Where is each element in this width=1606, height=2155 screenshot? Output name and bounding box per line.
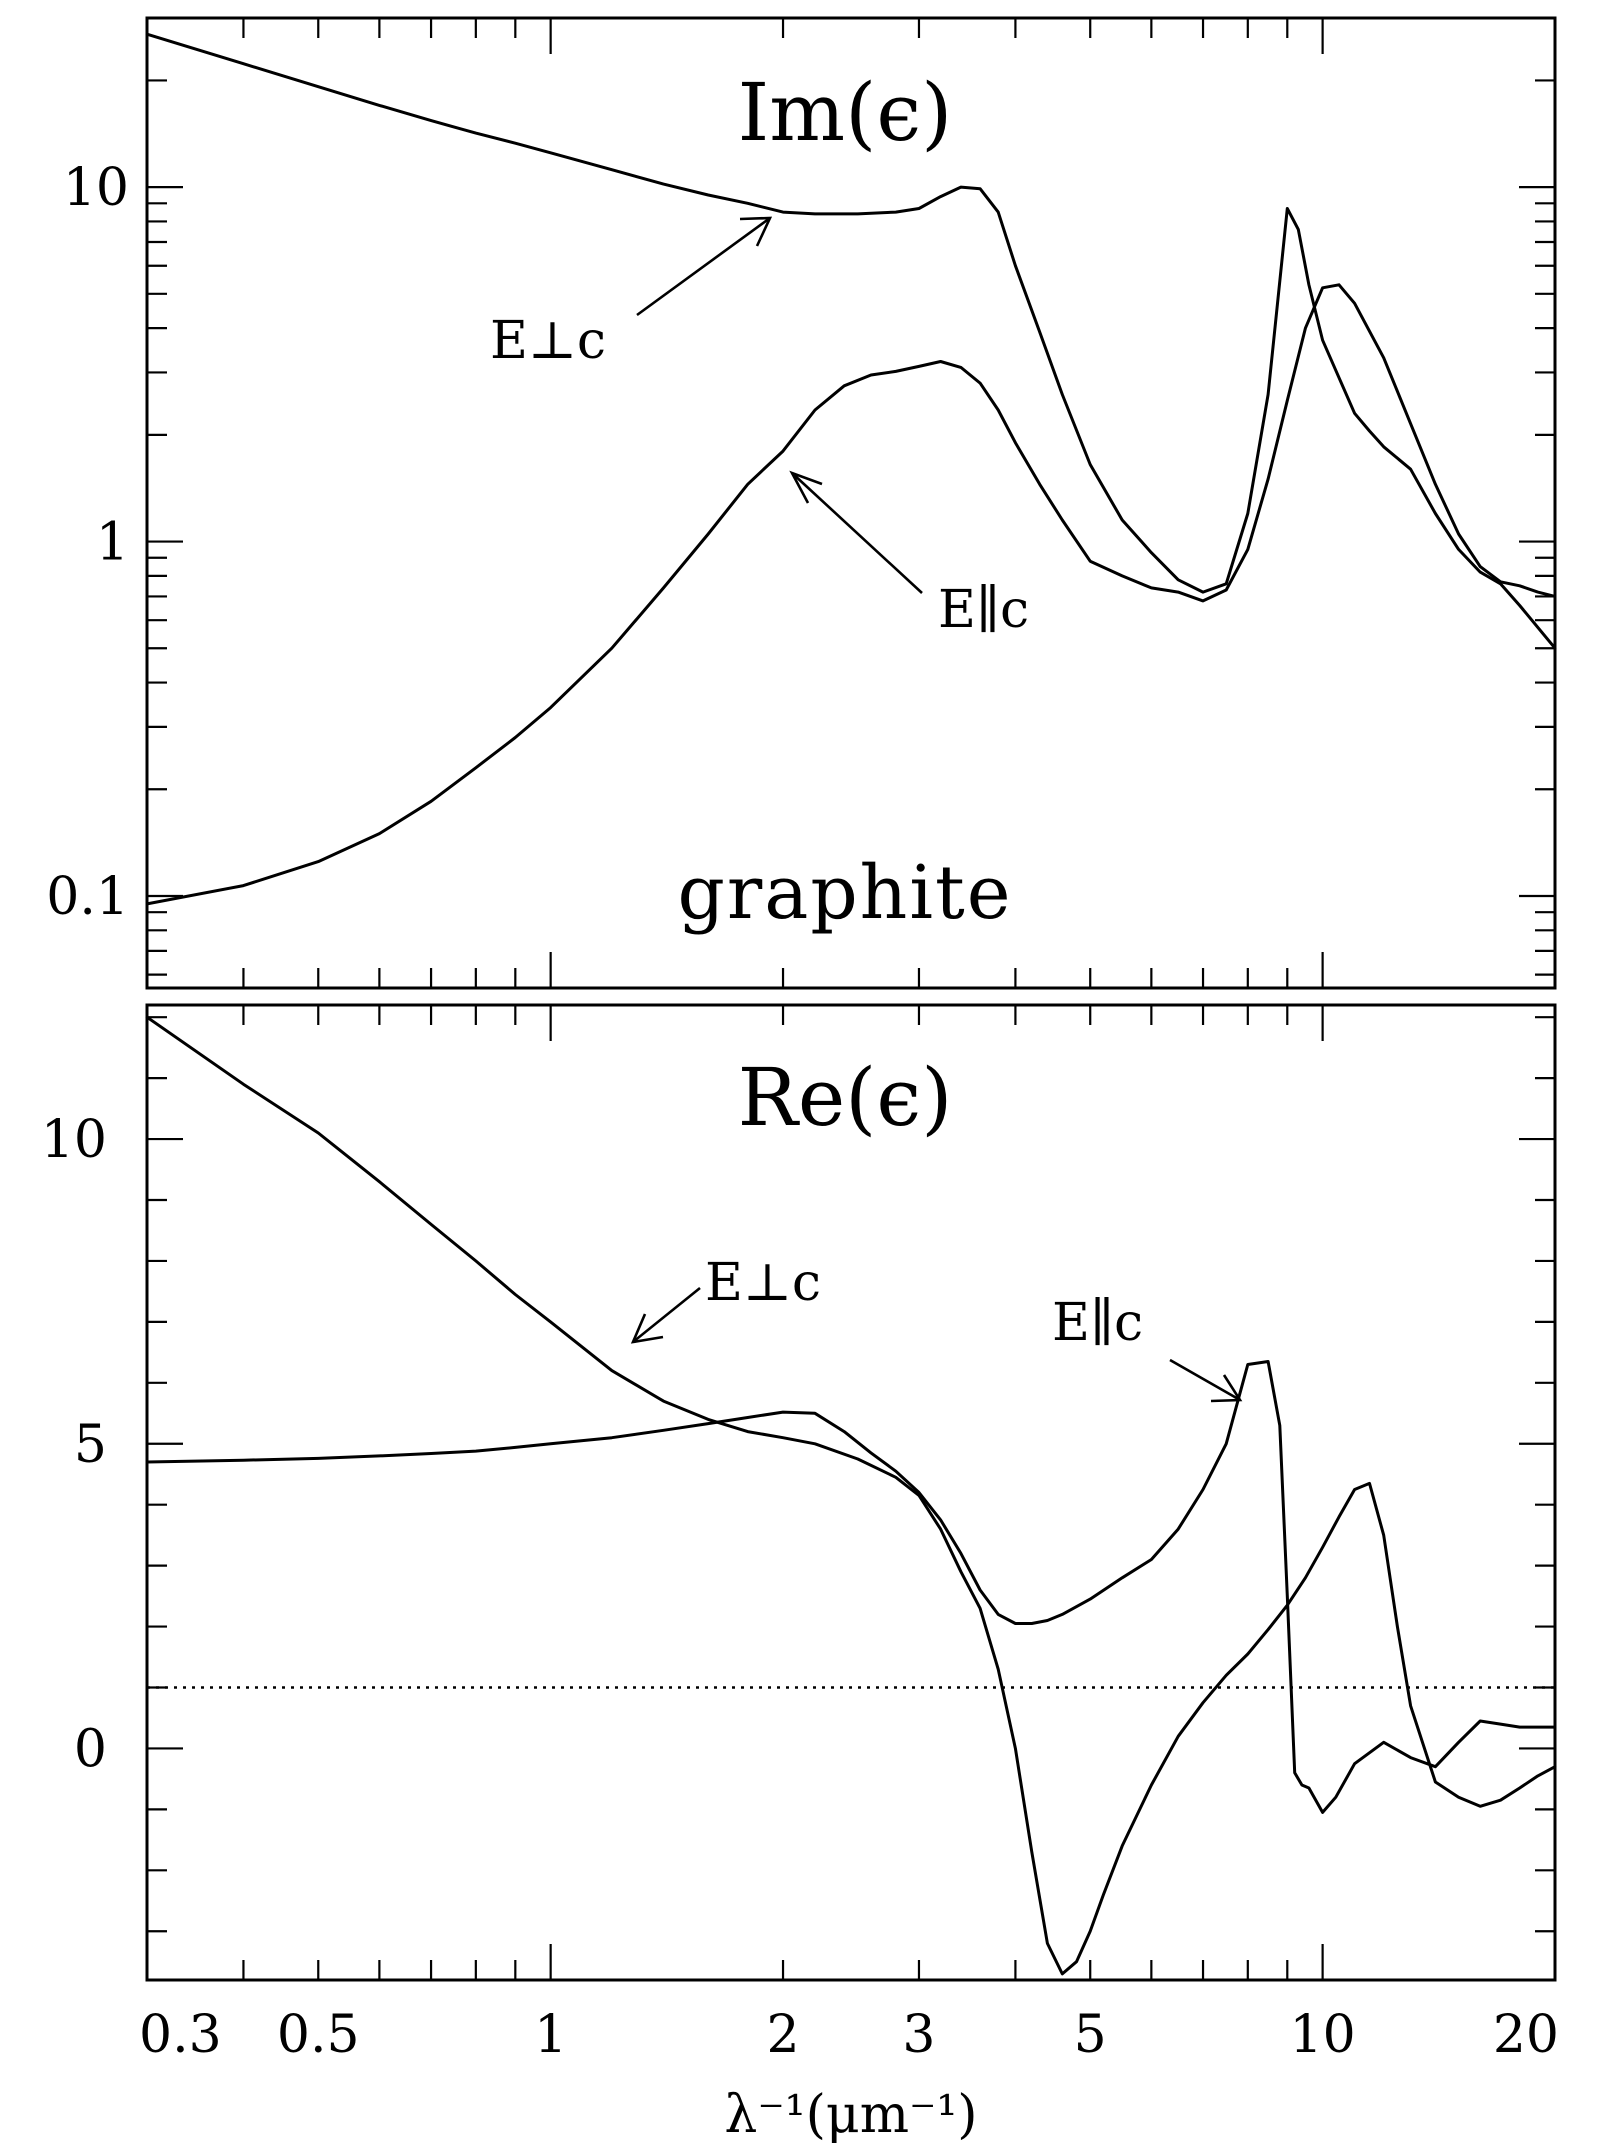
im-perp-annotation: E⊥c — [490, 216, 773, 371]
im-epsilon-ticks — [145, 18, 1557, 988]
im-par-annotation: E∥c — [789, 470, 1029, 640]
re-perp-curve — [145, 1015, 1557, 1976]
re-epsilon-curves — [145, 1015, 1557, 1976]
im-perp-label: E⊥c — [490, 311, 606, 371]
re-epsilon-y-tick-labels: 0 5 10 — [41, 1110, 107, 1779]
x-tick-label: 10 — [1290, 2005, 1356, 2065]
re-par-curve — [145, 1360, 1557, 1814]
im-par-arrowhead — [789, 470, 823, 504]
re-epsilon-panel: 0 5 10 0.3 0.5 1 2 3 5 10 20 Re(ϵ) E⊥c E∥c λ⁻¹(μm… — [41, 1003, 1559, 2145]
im-par-curve — [145, 283, 1557, 906]
x-tick-label: 5 — [1074, 2005, 1107, 2065]
x-tick-label: 0.5 — [277, 2005, 360, 2065]
re-par-annotation: E∥c — [1052, 1293, 1243, 1403]
im-perp-curve — [145, 32, 1557, 650]
x-tick-label: 3 — [902, 2005, 935, 2065]
x-tick-labels: 0.3 0.5 1 2 3 5 10 20 — [139, 2005, 1559, 2065]
im-par-arrow — [791, 472, 923, 594]
im-epsilon-title: Im(ϵ) — [738, 66, 953, 159]
im-epsilon-panel: 0.1 1 10 Im(ϵ) graphite E⊥c E∥c — [46, 16, 1557, 990]
im-perp-arrowhead — [739, 216, 773, 247]
re-par-arrow — [1169, 1358, 1241, 1402]
re-epsilon-title: Re(ϵ) — [738, 1051, 953, 1144]
x-axis-label: λ⁻¹(μm⁻¹) — [724, 2085, 977, 2145]
re-epsilon-ticks — [145, 1005, 1557, 1980]
x-tick-label: 2 — [766, 2005, 799, 2065]
re-y-tick-label: 5 — [74, 1415, 107, 1475]
im-par-label: E∥c — [938, 580, 1029, 640]
re-epsilon-frame — [145, 1003, 1557, 1982]
re-par-arrowhead — [1210, 1374, 1243, 1403]
re-y-tick-label: 0 — [74, 1719, 107, 1779]
re-par-label: E∥c — [1052, 1293, 1143, 1353]
im-epsilon-y-tick-labels: 0.1 1 10 — [46, 158, 129, 927]
x-tick-label: 0.3 — [139, 2005, 222, 2065]
x-tick-label: 1 — [534, 2005, 567, 2065]
material-label: graphite — [677, 850, 1012, 936]
re-y-tick-label: 10 — [41, 1110, 107, 1170]
x-tick-label: 20 — [1493, 2005, 1559, 2065]
im-perp-arrow — [636, 216, 771, 317]
im-epsilon-curves — [145, 32, 1557, 906]
re-perp-annotation: E⊥c — [630, 1253, 821, 1344]
im-y-tick-label: 10 — [63, 158, 129, 218]
im-epsilon-frame — [145, 16, 1557, 990]
re-perp-arrow — [632, 1286, 701, 1344]
im-y-tick-label: 1 — [96, 513, 129, 573]
re-perp-label: E⊥c — [705, 1253, 821, 1313]
im-y-tick-label: 0.1 — [46, 867, 129, 927]
re-perp-arrowhead — [630, 1313, 664, 1344]
